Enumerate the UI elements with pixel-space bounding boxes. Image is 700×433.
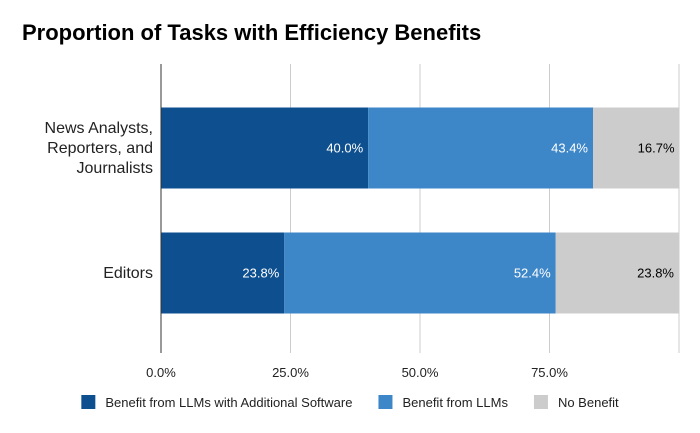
legend-item-no-benefit: No Benefit — [533, 395, 619, 410]
x-tick-label: 25.0% — [272, 365, 309, 380]
legend-item-benefit-from-llms-with-additional-software: Benefit from LLMs with Additional Softwa… — [81, 395, 352, 410]
legend-label: No Benefit — [558, 395, 619, 410]
y-category-label: Journalists — [77, 160, 153, 177]
bar-benefit-from-llms-with-additional-software — [161, 232, 285, 314]
legend-label: Benefit from LLMs — [402, 395, 508, 410]
data-label: 23.8% — [242, 266, 279, 281]
y-category-label: News Analysts, — [45, 120, 153, 137]
data-label: 40.0% — [326, 141, 363, 156]
y-category-label: Reporters, and — [47, 140, 153, 157]
legend-swatch — [378, 395, 393, 409]
bar-benefit-from-llms-with-additional-software — [161, 107, 369, 189]
data-label: 16.7% — [638, 141, 675, 156]
x-tick-label: 75.0% — [531, 365, 568, 380]
legend-swatch — [533, 395, 548, 409]
bar-benefit-from-llms — [284, 232, 556, 314]
data-label: 52.4% — [514, 266, 551, 281]
bar-benefit-from-llms — [368, 107, 594, 189]
data-label: 43.4% — [551, 141, 588, 156]
y-category-label: Editors — [103, 265, 153, 282]
x-tick-label: 50.0% — [402, 365, 439, 380]
x-tick-label: 0.0% — [146, 365, 176, 380]
bar-no-benefit — [593, 107, 680, 189]
chart-title: Proportion of Tasks with Efficiency Bene… — [22, 20, 482, 45]
legend-item-benefit-from-llms: Benefit from LLMs — [378, 395, 508, 410]
data-label: 23.8% — [637, 266, 674, 281]
legend-swatch — [81, 395, 96, 409]
legend-label: Benefit from LLMs with Additional Softwa… — [105, 395, 352, 410]
bar-no-benefit — [555, 232, 679, 314]
